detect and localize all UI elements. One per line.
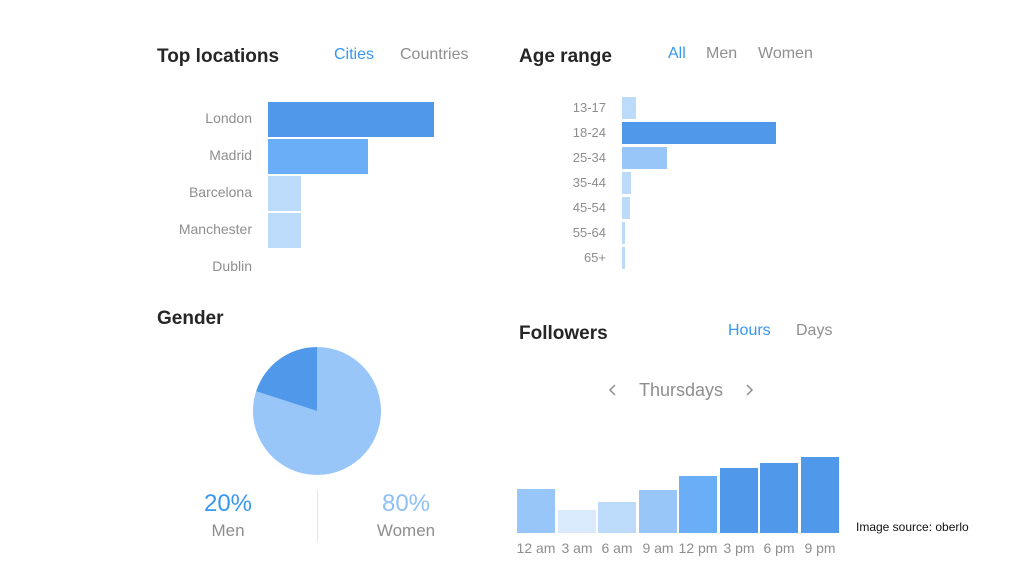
followers-bar [639,490,677,533]
tab-countries[interactable]: Countries [400,46,469,63]
chevron-right-icon[interactable] [742,383,756,397]
tab-men[interactable]: Men [706,45,738,62]
gender-pie [253,347,381,475]
tab-all[interactable]: All [668,45,686,62]
age-bar [622,247,625,269]
followers-hour-label: 9 pm [804,540,836,556]
location-label: Madrid [209,147,252,163]
age-bar [622,172,631,194]
followers-bar [558,510,596,533]
day-selector: Thursdays [606,378,756,402]
gender-title: Gender [157,308,224,329]
day-label: Thursdays [638,379,724,400]
age-bar [622,97,636,119]
location-label: Manchester [178,221,252,237]
location-label: Barcelona [188,184,252,200]
tab-women[interactable]: Women [758,45,813,62]
followers-bar [760,463,798,533]
location-bar [268,213,301,248]
followers-hour-label: 6 pm [763,540,795,556]
chevron-left-icon[interactable] [606,383,620,397]
women-percent: 80% [381,490,431,517]
age-bar [622,197,630,219]
followers-bar [801,457,839,533]
followers-title: Followers [519,323,608,344]
followers-hour-label: 6 am [601,540,633,556]
location-bar [268,102,434,137]
men-label: Men [211,521,245,540]
age-label: 65+ [583,250,606,265]
followers-hour-label: 12 am [516,540,556,556]
age-label: 55-64 [572,225,606,240]
age-range-title: Age range [519,46,612,67]
location-bar [268,176,301,211]
location-label: London [205,110,252,126]
pie-slice-men [256,347,317,411]
followers-hour-label: 12 pm [678,540,718,556]
followers-chart: 12 am 3 am 6 am 9 am 12 pm 3 pm 6 pm 9 pm [516,450,842,564]
followers-hour-label: 3 am [561,540,593,556]
location-label: Dublin [212,258,252,274]
women-label: Women [376,521,436,540]
age-label: 18-24 [572,125,606,140]
location-bar [268,139,368,174]
followers-hour-label: 9 am [642,540,674,556]
age-bar [622,222,625,244]
followers-bar [679,476,717,533]
tab-days[interactable]: Days [796,322,833,339]
top-locations-chart: London Madrid Barcelona Manchester Dublin [150,100,480,285]
followers-hour-label: 3 pm [723,540,755,556]
age-range-chart: 13-17 18-24 25-34 35-44 45-54 55-64 65+ [540,96,800,271]
tab-cities[interactable]: Cities [334,46,375,63]
image-source-caption: Image source: oberlo [856,520,969,534]
tab-hours[interactable]: Hours [728,322,771,339]
age-label: 13-17 [572,100,606,115]
age-bar [622,147,667,169]
top-locations-title: Top locations [157,46,280,67]
age-bar [622,122,776,144]
gender-divider [317,490,318,542]
followers-bar [598,502,636,533]
followers-bar [517,489,555,533]
age-label: 25-34 [572,150,606,165]
followers-bar [720,468,758,533]
age-label: 45-54 [572,200,606,215]
men-percent: 20% [203,490,253,517]
age-label: 35-44 [572,175,606,190]
